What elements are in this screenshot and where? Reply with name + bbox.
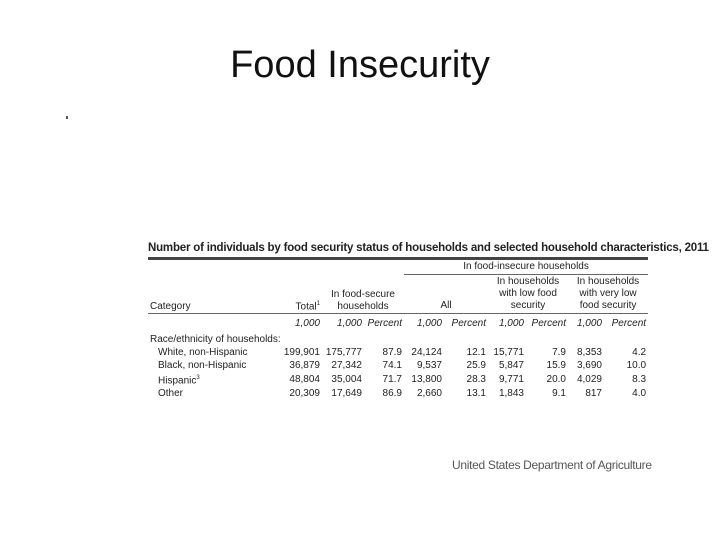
unit-label: Percent: [451, 318, 486, 329]
footnote-mark: 1: [316, 300, 320, 307]
cell: 28.3: [466, 374, 486, 386]
cell: 24,124: [411, 347, 442, 358]
table-title: Number of individuals by food security s…: [148, 242, 709, 260]
cell: 13,800: [411, 374, 442, 386]
row-label-cell: Other: [148, 387, 280, 400]
cell: 17,649: [331, 388, 362, 400]
row-label-cell: Black, non-Hispanic: [148, 359, 280, 372]
column-header: In food-secure households: [322, 274, 404, 314]
cell: 20.0: [546, 374, 566, 386]
column-header: Category: [148, 274, 280, 314]
cell: 1,843: [498, 388, 524, 400]
row-label: Other: [158, 388, 184, 400]
unit-label: Percent: [531, 318, 566, 329]
row-label-cell: Hispanic3: [148, 372, 280, 387]
cell: 4.0: [632, 388, 647, 400]
slide-title: Food Insecurity: [230, 44, 490, 86]
cell: 71.7: [382, 374, 402, 386]
table-row: Other 20,309 17,649 86.9 2,660 13.1 1,843 9.1 81…: [148, 387, 648, 400]
group-header: In food-insecure households: [404, 260, 649, 275]
cell: 13.1: [466, 388, 486, 400]
footnote-mark: 3: [196, 375, 200, 381]
cell: 5,847: [498, 360, 524, 371]
cell: 8.3: [632, 374, 647, 386]
cell: 48,804: [289, 374, 320, 386]
table-row: White, non-Hispanic 199,901 175,777 87.9 24,…: [148, 346, 648, 359]
table-row: Black, non-Hispanic 36,879 27,342 74.1 9,537…: [148, 359, 648, 372]
cell: 25.9: [466, 360, 486, 371]
table-row: Hispanic3 48,804 35,004 71.7 13,800 28.3 9,771…: [148, 372, 648, 387]
cell: 8,353: [576, 347, 602, 358]
cell: 87.9: [382, 347, 402, 358]
header-row: Category Total1 In food-secure household…: [148, 274, 649, 314]
table: In food-insecure households Category Tot…: [148, 260, 649, 400]
unit-label: Percent: [611, 318, 647, 329]
column-header: In households with low food security: [488, 274, 568, 314]
section-row: Race/ethnicity of households:: [148, 333, 648, 346]
cell: 4,029: [576, 374, 602, 386]
cell: 199,901: [283, 347, 320, 358]
stray-mark: [66, 116, 68, 119]
row-label-cell: White, non-Hispanic: [148, 346, 280, 359]
cell: 35,004: [331, 374, 362, 386]
row-label: White, non-Hispanic: [158, 347, 248, 358]
column-header: In households with very low food securit…: [568, 274, 649, 314]
cell: 36,879: [289, 360, 320, 371]
cell: 27,342: [331, 360, 362, 371]
units-row: 1,000 1,000 Percent 1,000 Percent 1,000 Percen…: [148, 314, 648, 334]
unit-label: 1,000: [294, 318, 320, 329]
cell: 15.9: [546, 360, 566, 371]
cell: 9,537: [416, 360, 442, 371]
unit-label: 1,000: [498, 318, 524, 329]
unit-label: 1,000: [576, 318, 602, 329]
section-label: Race/ethnicity of households:: [150, 334, 281, 345]
cell: 7.9: [552, 347, 566, 358]
cell: 4.2: [632, 347, 647, 358]
column-header: All: [404, 274, 488, 314]
cell: 3,690: [576, 360, 602, 371]
cell: 2,660: [416, 388, 442, 400]
cell: 86.9: [382, 388, 402, 400]
cell: 74.1: [382, 360, 402, 371]
source: United States Department of Agriculture: [452, 458, 652, 472]
row-label: Hispanic: [158, 375, 197, 387]
cell: 12.1: [466, 347, 486, 358]
unit-label: 1,000: [336, 318, 362, 329]
group-header-row: In food-insecure households: [148, 260, 649, 275]
cell: 175,777: [325, 347, 362, 358]
cell: 9,771: [498, 374, 524, 386]
row-label: Black, non-Hispanic: [158, 360, 247, 371]
table-figure: Number of individuals by food security s…: [148, 242, 709, 400]
cell: 20,309: [289, 388, 320, 400]
cell: 15,771: [493, 347, 524, 358]
header-text: Total: [295, 301, 317, 312]
unit-label: Percent: [367, 318, 402, 329]
unit-label: 1,000: [416, 318, 442, 329]
cell: 9.1: [552, 388, 566, 400]
cell: 817: [585, 388, 602, 400]
cell: 10.0: [626, 360, 647, 371]
column-header: Total1: [280, 274, 322, 314]
